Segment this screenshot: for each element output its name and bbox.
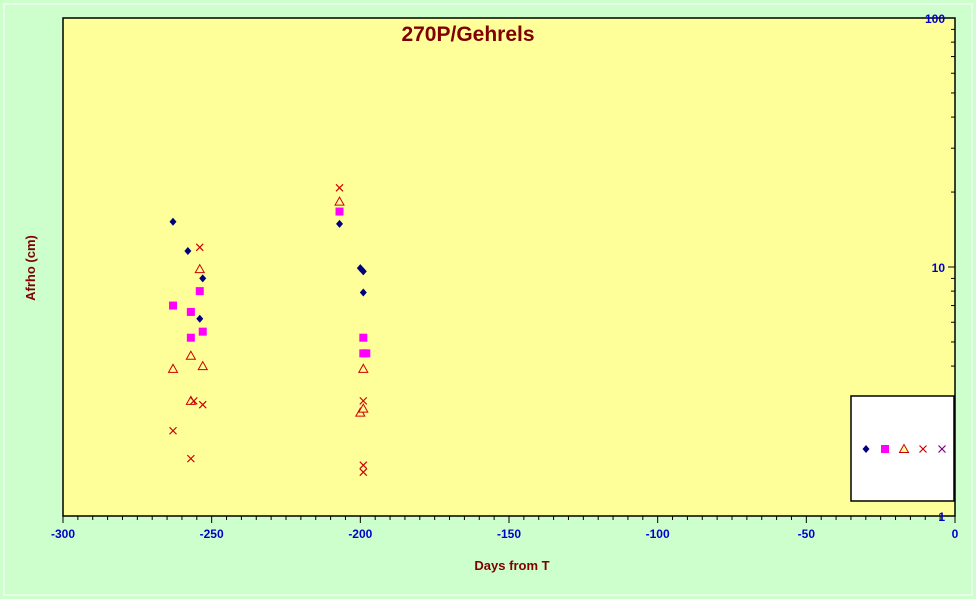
data-point-x-stroke — [198, 400, 207, 409]
data-point-triangle — [185, 350, 197, 360]
data-point-x — [195, 243, 204, 252]
data-point-diamond — [169, 217, 177, 226]
data-point-x — [186, 454, 195, 463]
x-tick-label: -150 — [497, 527, 521, 541]
data-point-x-stroke — [359, 396, 368, 405]
legend-marker-x-stroke — [938, 445, 946, 453]
data-point-diamond — [184, 246, 192, 255]
data-point-square — [186, 307, 195, 316]
data-point-x-stroke — [195, 243, 204, 252]
legend-marker-x — [919, 445, 927, 453]
plot-area — [62, 17, 956, 517]
x-tick-label: -50 — [798, 527, 816, 541]
x-tick-label: -200 — [348, 527, 372, 541]
legend-marker-square — [881, 445, 889, 453]
legend-markers — [862, 443, 946, 453]
data-point-square — [359, 333, 368, 342]
data-point-diamond — [359, 288, 367, 297]
data-point-triangle — [194, 263, 206, 274]
data-point-diamond — [196, 314, 204, 323]
data-point-triangle — [197, 360, 209, 371]
x-tick-label: -250 — [200, 527, 224, 541]
legend-marker-x — [938, 445, 946, 453]
data-point-triangle — [167, 363, 179, 373]
data-point-diamond — [359, 267, 367, 276]
data-point-x — [359, 468, 368, 477]
data-point-triangle — [334, 196, 345, 206]
x-tick-label: -300 — [51, 527, 75, 541]
data-point-square — [198, 327, 207, 336]
data-point-square — [335, 207, 344, 216]
data-point-triangle — [357, 403, 369, 413]
data-point-x — [198, 400, 207, 409]
axis-ticks: -300 -250 -200 -150 -100 -50 01 10 100 — [51, 12, 959, 541]
y-tick-label: 100 — [925, 12, 945, 26]
x-axis-label: Days from T — [474, 558, 549, 573]
chart-inner-border — [3, 3, 973, 596]
data-point-x — [335, 183, 344, 192]
data-point-x — [359, 396, 368, 405]
y-axis-label: Afrho (cm) — [23, 235, 38, 301]
data-point-square — [195, 287, 204, 296]
x-tick-label: 0 — [952, 527, 959, 541]
legend-marker-diamond — [862, 445, 870, 453]
data-points — [167, 183, 371, 477]
data-point-x-stroke — [189, 396, 198, 405]
data-point-diamond — [336, 219, 344, 228]
data-point-x-stroke — [335, 183, 344, 192]
data-point-square — [169, 301, 178, 310]
y-tick-label: 1 — [938, 510, 945, 524]
data-point-diamond — [199, 274, 207, 283]
legend-marker-triangle — [898, 443, 910, 453]
chart-title: 270P/Gehrels — [401, 23, 534, 46]
legend — [850, 395, 955, 502]
data-point-x — [169, 426, 177, 435]
data-point-x-stroke — [359, 461, 368, 470]
x-tick-label: -100 — [646, 527, 670, 541]
data-point-square — [186, 333, 195, 342]
data-point-x-stroke — [186, 454, 195, 463]
legend-marker-x-stroke — [919, 445, 927, 453]
data-point-x — [189, 396, 198, 405]
data-point-square — [362, 349, 371, 358]
data-point-x-stroke — [169, 426, 177, 435]
data-point-triangle — [357, 363, 369, 373]
data-point-x — [359, 461, 368, 470]
data-point-x-stroke — [359, 468, 368, 477]
y-tick-label: 10 — [932, 261, 946, 275]
